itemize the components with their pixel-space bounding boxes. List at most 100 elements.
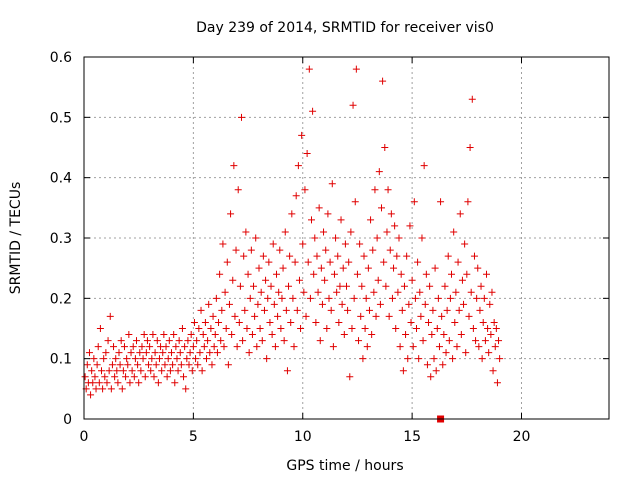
data-point (305, 65, 313, 73)
data-point (432, 367, 440, 375)
data-point (258, 337, 266, 345)
data-point (243, 325, 251, 332)
data-point (93, 361, 101, 369)
data-point (298, 131, 306, 139)
data-point (402, 331, 410, 339)
data-point (246, 294, 254, 302)
data-point (245, 349, 253, 357)
data-point (135, 379, 143, 387)
data-point (347, 228, 355, 236)
data-point (274, 312, 282, 320)
data-point (281, 228, 289, 236)
data-point (140, 331, 148, 339)
data-point (278, 294, 286, 302)
data-point (222, 325, 230, 332)
data-point (129, 343, 137, 351)
data-point (164, 355, 172, 363)
data-point (292, 192, 300, 200)
data-point (195, 325, 203, 332)
data-point (362, 294, 370, 302)
data-point (445, 337, 453, 345)
data-point (199, 331, 207, 339)
data-point (469, 325, 477, 332)
data-point (375, 168, 383, 176)
data-point (311, 234, 319, 242)
data-point (350, 294, 358, 302)
data-point (328, 180, 336, 188)
data-point (142, 349, 150, 357)
data-point (485, 349, 493, 357)
data-point (148, 355, 156, 363)
data-point (184, 337, 192, 345)
data-point (235, 318, 243, 326)
data-point (250, 282, 258, 290)
data-point (183, 355, 191, 363)
data-point (116, 361, 124, 369)
data-point (256, 325, 264, 332)
data-point (91, 373, 99, 381)
data-point (321, 276, 329, 284)
data-point (314, 288, 322, 296)
data-point (114, 379, 122, 387)
data-point (317, 264, 325, 272)
y-tick-label: 0.6 (50, 50, 72, 66)
data-point (149, 331, 157, 339)
data-point (478, 355, 486, 363)
data-point (439, 361, 447, 369)
data-point (461, 240, 469, 248)
data-point (404, 355, 412, 363)
data-point (428, 331, 436, 339)
data-point (87, 391, 95, 399)
data-point (203, 355, 210, 363)
data-point (166, 367, 174, 375)
data-point (286, 252, 294, 260)
data-point (443, 306, 451, 314)
data-point (348, 325, 356, 332)
data-point (435, 343, 443, 351)
data-point (426, 282, 434, 290)
data-point (120, 343, 128, 351)
data-point (241, 306, 249, 314)
data-point (224, 361, 232, 369)
data-point (280, 337, 288, 345)
data-point (228, 331, 236, 339)
data-point (255, 264, 263, 272)
data-point (138, 343, 146, 351)
data-point (341, 240, 349, 248)
data-point (455, 306, 463, 314)
data-point (293, 306, 301, 314)
data-point (207, 325, 215, 332)
data-point (492, 325, 500, 332)
data-point (408, 276, 416, 284)
data-point (102, 349, 110, 357)
data-point (327, 306, 335, 314)
data-point (429, 306, 437, 314)
data-point (265, 258, 273, 266)
data-point (182, 385, 190, 393)
data-point (177, 361, 185, 369)
data-point (496, 355, 504, 363)
data-point (134, 361, 142, 369)
data-point (189, 343, 197, 351)
data-point (230, 162, 238, 170)
data-point (104, 337, 112, 345)
data-point (449, 355, 457, 363)
data-point (119, 367, 127, 375)
data-point (113, 367, 121, 375)
data-point (275, 288, 283, 296)
data-point (161, 361, 169, 369)
data-point (107, 385, 115, 393)
data-point (277, 325, 285, 332)
data-point (361, 325, 369, 332)
data-point (384, 186, 392, 194)
data-point (216, 270, 224, 278)
data-point (218, 306, 226, 314)
data-point (269, 240, 277, 248)
data-point (279, 264, 287, 272)
data-point (178, 325, 186, 332)
data-point (204, 337, 212, 345)
data-point (291, 258, 299, 266)
data-point (270, 300, 278, 308)
data-point (227, 210, 235, 218)
